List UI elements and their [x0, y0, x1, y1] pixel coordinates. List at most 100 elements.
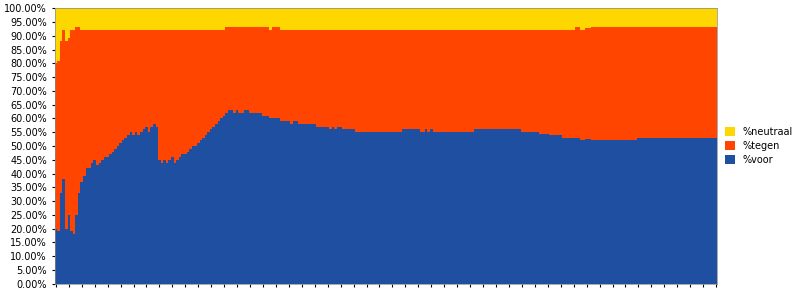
Bar [484, 129, 487, 284]
Bar [293, 121, 295, 284]
Bar [350, 8, 352, 30]
Bar [567, 30, 570, 138]
Bar [184, 154, 186, 284]
Bar [220, 30, 223, 118]
Bar [714, 27, 718, 138]
Bar [435, 8, 438, 30]
Bar [125, 30, 127, 138]
Bar [404, 30, 406, 129]
Bar [521, 8, 523, 30]
Bar [207, 30, 210, 132]
Bar [458, 8, 461, 30]
Bar [684, 8, 686, 27]
Bar [614, 27, 617, 141]
Bar [223, 116, 226, 284]
Bar [536, 30, 538, 132]
Bar [562, 8, 565, 30]
Bar [464, 8, 466, 30]
Bar [272, 118, 274, 284]
Bar [391, 8, 394, 30]
Bar [712, 27, 714, 138]
Bar [161, 30, 163, 163]
Bar [699, 8, 702, 27]
Bar [538, 134, 542, 284]
Bar [241, 27, 243, 113]
Bar [420, 132, 422, 284]
Bar [624, 27, 626, 141]
Bar [362, 132, 366, 284]
Bar [580, 141, 582, 284]
Bar [57, 231, 60, 284]
Bar [386, 132, 389, 284]
Bar [234, 8, 236, 27]
Bar [331, 8, 334, 30]
Bar [670, 8, 674, 27]
Bar [406, 129, 410, 284]
Bar [647, 8, 650, 27]
Bar [376, 30, 378, 132]
Bar [494, 8, 498, 30]
Bar [73, 30, 75, 234]
Bar [515, 8, 518, 30]
Bar [243, 27, 246, 110]
Bar [456, 8, 458, 30]
Bar [373, 30, 376, 132]
Bar [230, 8, 234, 27]
Bar [352, 8, 355, 30]
Bar [391, 30, 394, 132]
Bar [264, 116, 267, 284]
Bar [169, 160, 171, 284]
Bar [205, 8, 207, 30]
Bar [513, 30, 515, 129]
Bar [479, 30, 482, 129]
Bar [62, 8, 65, 30]
Bar [179, 157, 182, 284]
Bar [425, 8, 427, 30]
Bar [267, 27, 270, 116]
Bar [650, 138, 653, 284]
Bar [362, 30, 366, 132]
Bar [158, 160, 161, 284]
Bar [663, 8, 666, 27]
Bar [98, 30, 101, 163]
Bar [290, 30, 293, 124]
Bar [270, 118, 272, 284]
Bar [425, 129, 427, 284]
Bar [406, 8, 410, 30]
Bar [282, 30, 285, 121]
Bar [226, 27, 228, 113]
Bar [702, 138, 705, 284]
Bar [169, 30, 171, 160]
Bar [88, 8, 91, 30]
Bar [96, 30, 98, 165]
Bar [62, 179, 65, 284]
Bar [282, 8, 285, 30]
Bar [634, 27, 637, 141]
Bar [83, 176, 86, 284]
Bar [694, 138, 697, 284]
Bar [75, 27, 78, 215]
Bar [666, 138, 668, 284]
Bar [358, 8, 360, 30]
Bar [109, 8, 111, 30]
Bar [73, 234, 75, 284]
Bar [282, 121, 285, 284]
Bar [257, 27, 259, 113]
Bar [54, 63, 57, 229]
Bar [582, 8, 586, 30]
Bar [339, 127, 342, 284]
Bar [96, 8, 98, 30]
Bar [572, 8, 575, 30]
Bar [88, 30, 91, 168]
Bar [205, 30, 207, 135]
Bar [166, 8, 169, 30]
Bar [376, 132, 378, 284]
Bar [215, 8, 218, 30]
Bar [454, 132, 456, 284]
Bar [710, 8, 712, 27]
Bar [590, 27, 593, 141]
Bar [454, 30, 456, 132]
Bar [130, 30, 132, 132]
Bar [155, 127, 158, 284]
Bar [590, 141, 593, 284]
